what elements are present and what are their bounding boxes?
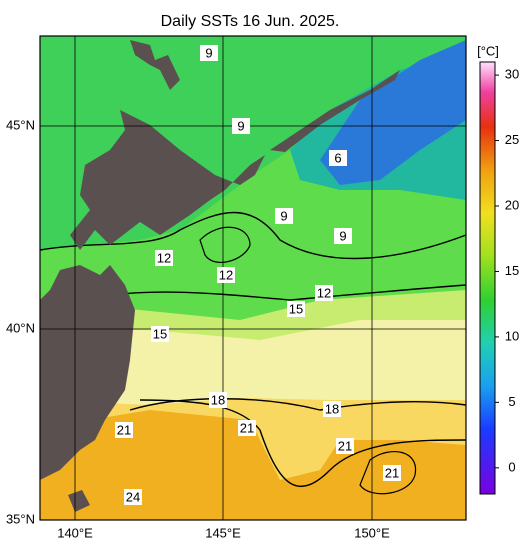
lon-label: 150°E — [354, 525, 390, 540]
colorbar — [479, 61, 496, 495]
contour-line — [199, 226, 251, 264]
contour-label-box — [124, 489, 142, 505]
contour-label-box — [287, 301, 305, 317]
contour-label: 18 — [211, 392, 225, 407]
contour-label-box — [336, 438, 354, 454]
colorbar-tick-label: 0 — [508, 459, 515, 474]
contour-label-box — [217, 267, 235, 283]
contour-line — [79, 284, 466, 301]
title: Daily SSTs 16 Jun. 2025. — [161, 13, 340, 30]
lat-label: 40°N — [6, 320, 35, 335]
lon-label: 145°E — [205, 525, 241, 540]
contour-label-box — [209, 392, 227, 408]
land-sakhalin — [130, 40, 180, 90]
contour-label: 21 — [385, 465, 399, 480]
contour-label-box — [315, 285, 333, 301]
land-honshu — [40, 265, 135, 480]
contour-label-box — [383, 465, 401, 481]
contour-line — [359, 451, 417, 495]
map-area — [40, 36, 466, 520]
sea-hot — [40, 410, 466, 520]
lat-label: 45°N — [6, 117, 35, 132]
contour-label-box — [151, 326, 169, 342]
contour-label-box — [334, 228, 352, 244]
contour-label: 12 — [157, 250, 171, 265]
lon-label: 140°E — [57, 525, 93, 540]
contour-label: 21 — [240, 420, 254, 435]
land-kurils — [270, 70, 400, 152]
contour-label-box — [275, 208, 293, 224]
contour-label-box — [232, 118, 250, 134]
contour-label-box — [200, 45, 218, 61]
contour-label: 21 — [338, 438, 352, 453]
contour-label-box — [323, 401, 341, 417]
colorbar-tick-label: 5 — [508, 394, 515, 409]
contour-label: 9 — [205, 45, 212, 60]
contour-label: 15 — [289, 301, 303, 316]
contour-label: 12 — [219, 267, 233, 282]
contour-label-box — [329, 150, 347, 166]
contour-label: 9 — [339, 228, 346, 243]
contour-label: 18 — [325, 401, 339, 416]
contour-label: 9 — [280, 208, 287, 223]
sea-coldest — [320, 40, 466, 185]
colorbar-tick-label: 15 — [505, 263, 519, 278]
contour-label: 9 — [237, 118, 244, 133]
map-frame — [39, 35, 467, 521]
colorbar-tick-label: 25 — [505, 132, 519, 147]
contour-label: 24 — [126, 489, 140, 504]
contour-label: 6 — [334, 150, 341, 165]
land-island — [68, 490, 90, 512]
contour-label: 12 — [317, 285, 331, 300]
contour-label: 21 — [117, 422, 131, 437]
contour-label-box — [115, 422, 133, 438]
contour-line — [129, 398, 466, 411]
lat-label: 35°N — [6, 511, 35, 526]
land-hokkaido — [70, 110, 265, 250]
colorbar-unit: [°C] — [477, 43, 499, 58]
contour-line — [40, 211, 466, 260]
contour-label-box — [155, 250, 173, 266]
contour-label: 15 — [153, 326, 167, 341]
colorbar-tick-label: 10 — [505, 328, 519, 343]
contour-label-box — [238, 420, 256, 436]
colorbar-tick-label: 30 — [505, 67, 519, 82]
colorbar-tick-label: 20 — [505, 197, 519, 212]
